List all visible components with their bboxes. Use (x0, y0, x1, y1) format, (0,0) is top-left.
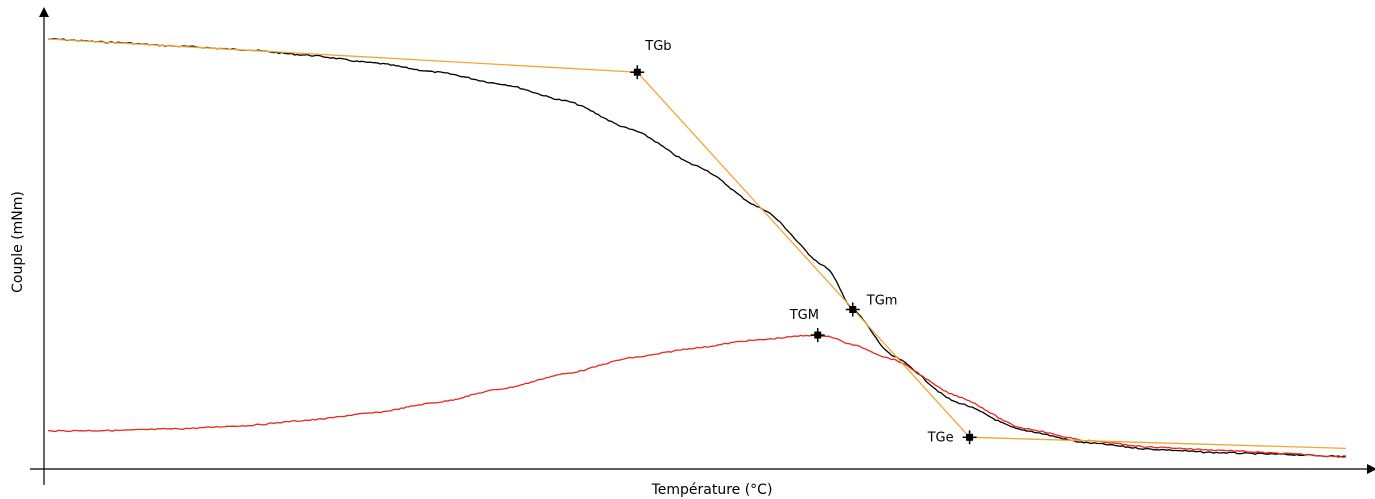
series-torque-line (47, 37, 1347, 458)
marker-layer: TGb TGM TGm TGe (630, 39, 977, 445)
marker-label: TGe (927, 430, 954, 445)
axes (30, 7, 1375, 485)
marker-dot (814, 331, 822, 339)
marker-label: TGM (789, 308, 819, 323)
marker-tgm: TGm (845, 293, 898, 317)
series-derivative-line (47, 334, 1347, 458)
series-tangents-line (47, 38, 1347, 450)
marker-label: TGb (644, 39, 671, 54)
marker-tgm: TGM (789, 308, 825, 343)
y-axis-label: Couple (mNm) (10, 191, 26, 293)
x-axis-label: Température (°C) (651, 482, 773, 498)
marker-tge: TGe (927, 430, 977, 445)
marker-tgb: TGb (630, 39, 672, 80)
series-layer (47, 37, 1347, 458)
marker-label: TGm (866, 293, 898, 308)
marker-dot (633, 68, 641, 76)
marker-dot (966, 433, 974, 441)
marker-dot (849, 305, 857, 313)
